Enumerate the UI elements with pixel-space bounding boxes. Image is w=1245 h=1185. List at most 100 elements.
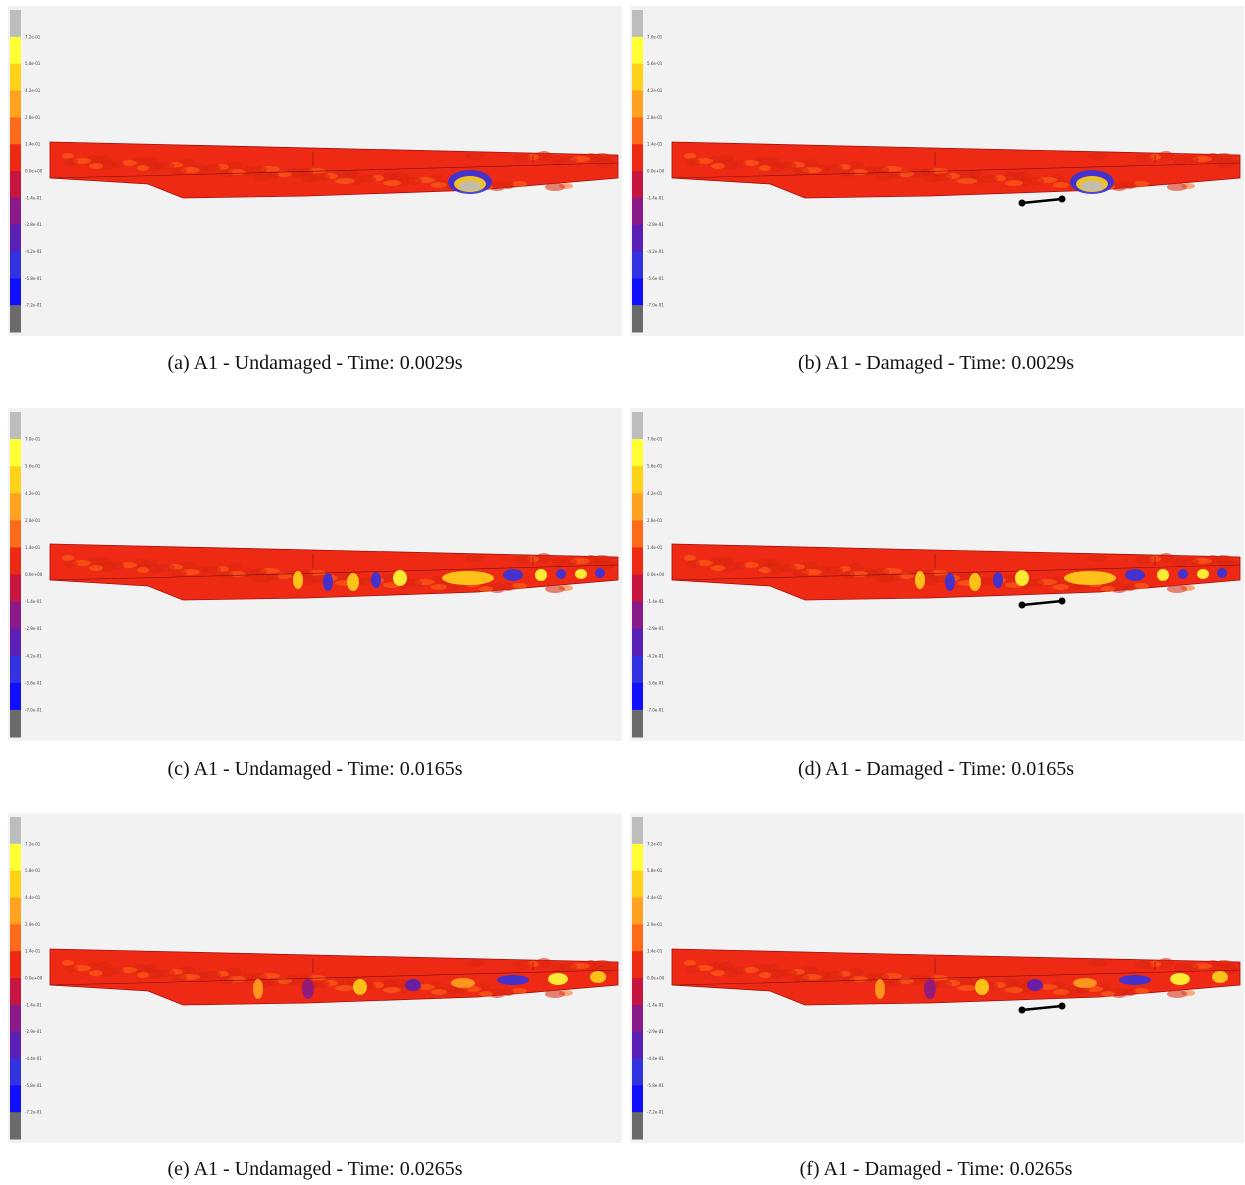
legend-tick-label: 4.4e-01 xyxy=(647,895,663,900)
legend-swatch xyxy=(10,870,21,898)
legend-tick-label: -1.4e-01 xyxy=(25,1002,42,1007)
wing-rib-line xyxy=(934,152,1156,166)
wave-contour xyxy=(503,569,523,581)
wave-contour xyxy=(993,572,1003,588)
legend-swatch xyxy=(632,171,643,199)
contour-plot-d: 7.0e-01 5.6e-01 4.2e-01 2.8e-01 1.4e-01 0.0e+… xyxy=(632,412,1241,738)
legend-swatch xyxy=(632,144,643,172)
legend-tick-label: 2.8e-01 xyxy=(647,518,663,523)
wing-body xyxy=(49,141,619,199)
legend-tick-label: 4.2e-01 xyxy=(25,88,41,93)
legend-swatch xyxy=(632,90,643,118)
legend-swatch xyxy=(632,709,643,738)
wing-rib-line xyxy=(312,959,534,973)
damage-marker xyxy=(1018,597,1066,609)
legend-swatch xyxy=(10,709,21,738)
legend-tick-label: -2.8e-01 xyxy=(647,222,664,227)
legend-tick-label: -5.8e-01 xyxy=(25,276,42,281)
wave-contour xyxy=(1197,569,1209,579)
wave-contour xyxy=(1125,569,1145,581)
legend-swatch xyxy=(632,843,643,872)
legend-tick-label: -5.8e-01 xyxy=(647,1083,664,1088)
legend-swatch xyxy=(632,493,643,521)
wave-contour xyxy=(1119,975,1151,985)
legend-tick-label: -5.6e-01 xyxy=(647,680,664,685)
legend-swatch xyxy=(10,117,21,145)
legend-swatch xyxy=(10,1112,21,1140)
legend-swatch xyxy=(632,466,643,494)
legend-swatch xyxy=(10,493,21,521)
wave-contour xyxy=(1170,973,1190,985)
legend-swatch xyxy=(632,197,643,226)
legend-swatch xyxy=(10,924,21,952)
legend-tick-label: -4.4e-01 xyxy=(25,1056,42,1061)
legend-swatch xyxy=(10,520,21,548)
legend-swatch xyxy=(10,1004,21,1033)
wave-contour xyxy=(371,572,381,588)
legend-swatch xyxy=(10,171,21,199)
legend-swatch xyxy=(10,682,21,711)
wing-rib-line xyxy=(312,152,534,166)
legend-swatch xyxy=(632,817,643,845)
panel-c: 7.0e-01 5.6e-01 4.2e-01 2.8e-01 1.4e-01 0.0e+… xyxy=(8,408,622,741)
wave-contour xyxy=(1217,568,1227,578)
legend-swatch xyxy=(632,978,643,1006)
legend-swatch xyxy=(10,439,21,467)
legend-swatch xyxy=(632,897,643,925)
legend-swatch xyxy=(10,412,21,440)
legend-tick-label: -5.6e-01 xyxy=(25,680,42,685)
wing-rib-line xyxy=(934,554,1156,568)
wave-contour xyxy=(497,975,529,985)
caption-e: (e) A1 - Undamaged - Time: 0.0265s xyxy=(167,1158,463,1180)
legend-swatch xyxy=(10,305,21,333)
legend-tick-label: 7.2e-01 xyxy=(25,841,41,846)
legend-swatch xyxy=(632,439,643,467)
damage-marker xyxy=(1018,1002,1066,1014)
legend-tick-label: -5.8e-01 xyxy=(25,1083,42,1088)
legend-tick-label: 2.9e-01 xyxy=(647,922,663,927)
legend-tick-label: -7.2e-01 xyxy=(647,1110,664,1115)
wing-spar-line xyxy=(671,162,1241,179)
damage-marker xyxy=(1018,195,1066,207)
legend-tick-label: 0.0e+00 xyxy=(647,572,665,577)
legend-swatch xyxy=(632,1112,643,1140)
legend-tick-label: 5.8e-01 xyxy=(25,868,41,873)
wave-contour xyxy=(253,979,263,999)
legend-tick-label: -1.4e-01 xyxy=(647,1002,664,1007)
legend-tick-label: 7.0e-01 xyxy=(647,437,663,442)
wing-body xyxy=(49,948,619,1006)
wave-contour xyxy=(302,979,314,999)
legend-swatch xyxy=(10,1058,21,1086)
legend-tick-label: 4.2e-01 xyxy=(25,491,41,496)
legend-tick-label: 7.2e-01 xyxy=(25,34,41,39)
panel-f: 7.2e-01 5.8e-01 4.4e-01 2.9e-01 1.4e-01 0.0e+… xyxy=(630,813,1244,1143)
wave-contour xyxy=(393,570,407,586)
contour-plot-b: 7.0e-01 5.6e-01 4.2e-01 2.8e-01 1.4e-01 0.0e+… xyxy=(632,10,1241,333)
legend-swatch xyxy=(632,278,643,306)
legend-swatch xyxy=(10,10,21,38)
legend-swatch xyxy=(632,520,643,548)
legend-tick-label: -7.2e-01 xyxy=(25,303,42,308)
legend-tick-label: 0.0e+00 xyxy=(25,169,43,174)
wave-contour xyxy=(1015,570,1029,586)
legend-swatch xyxy=(632,1058,643,1086)
wave-contour xyxy=(969,573,981,591)
legend-tick-label: 5.8e-01 xyxy=(25,61,41,66)
legend-swatch xyxy=(10,547,21,575)
wave-contour xyxy=(347,573,359,591)
legend-swatch xyxy=(10,251,21,279)
legend-tick-label: 4.2e-01 xyxy=(647,491,663,496)
wave-contour xyxy=(1178,569,1188,579)
wave-contour xyxy=(323,573,333,591)
panel-d: 7.0e-01 5.6e-01 4.2e-01 2.8e-01 1.4e-01 0.0e+… xyxy=(630,408,1244,741)
legend-swatch xyxy=(10,144,21,172)
caption-a: (a) A1 - Undamaged - Time: 0.0029s xyxy=(167,352,463,374)
legend-swatch xyxy=(632,1031,643,1059)
wing-body xyxy=(671,543,1241,601)
legend-tick-label: 7.0e-01 xyxy=(647,34,663,39)
legend-tick-label: 0.0e+00 xyxy=(647,976,665,981)
wave-contour xyxy=(556,569,566,579)
legend-tick-label: -7.0e-01 xyxy=(647,303,664,308)
legend-swatch xyxy=(10,90,21,118)
panel-a: 7.2e-01 5.8e-01 4.2e-01 2.8e-01 1.4e-01 0.0e+… xyxy=(8,6,622,336)
